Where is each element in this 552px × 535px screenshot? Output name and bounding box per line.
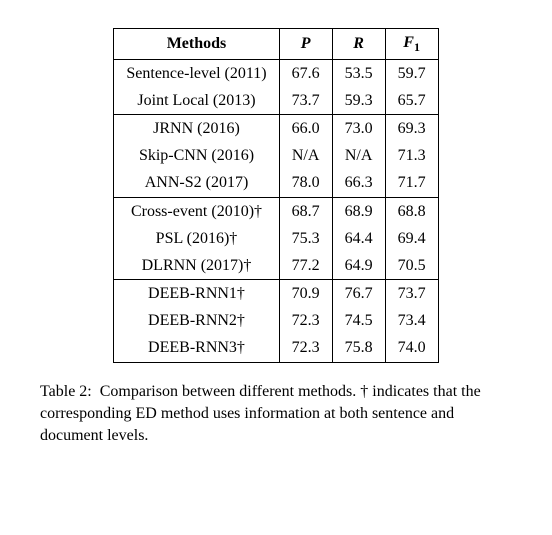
- cell-f1: 70.5: [385, 252, 438, 280]
- table-row: DEEB-RNN2†72.374.573.4: [114, 307, 438, 334]
- table-row: DEEB-RNN1†70.976.773.7: [114, 280, 438, 308]
- header-f1: F1: [385, 29, 438, 60]
- cell-r: 74.5: [332, 307, 385, 334]
- cell-method: Sentence-level (2011): [114, 59, 279, 87]
- table-row: PSL (2016)†75.364.469.4: [114, 225, 438, 252]
- cell-p: N/A: [279, 142, 332, 169]
- cell-p: 77.2: [279, 252, 332, 280]
- cell-r: 75.8: [332, 334, 385, 362]
- cell-p: 68.7: [279, 197, 332, 225]
- cell-f1: 59.7: [385, 59, 438, 87]
- cell-r: 59.3: [332, 87, 385, 115]
- header-p: P: [279, 29, 332, 60]
- cell-f1: 71.7: [385, 169, 438, 197]
- table-caption: Table 2: Comparison between different me…: [40, 381, 512, 448]
- cell-f1: 65.7: [385, 87, 438, 115]
- cell-p: 73.7: [279, 87, 332, 115]
- table-body: Sentence-level (2011)67.653.559.7Joint L…: [114, 59, 438, 362]
- header-methods: Methods: [114, 29, 279, 60]
- cell-method: ANN-S2 (2017): [114, 169, 279, 197]
- caption-label: Table 2:: [40, 383, 92, 400]
- cell-method: DEEB-RNN2†: [114, 307, 279, 334]
- table-row: DLRNN (2017)†77.264.970.5: [114, 252, 438, 280]
- cell-p: 75.3: [279, 225, 332, 252]
- table-row: JRNN (2016)66.073.069.3: [114, 114, 438, 142]
- cell-method: Cross-event (2010)†: [114, 197, 279, 225]
- cell-p: 72.3: [279, 307, 332, 334]
- table-row: Joint Local (2013)73.759.365.7: [114, 87, 438, 115]
- table-row: Sentence-level (2011)67.653.559.7: [114, 59, 438, 87]
- cell-p: 78.0: [279, 169, 332, 197]
- cell-r: 64.4: [332, 225, 385, 252]
- cell-r: N/A: [332, 142, 385, 169]
- cell-p: 66.0: [279, 114, 332, 142]
- cell-f1: 74.0: [385, 334, 438, 362]
- cell-f1: 69.4: [385, 225, 438, 252]
- cell-p: 70.9: [279, 280, 332, 308]
- cell-f1: 68.8: [385, 197, 438, 225]
- cell-method: Skip-CNN (2016): [114, 142, 279, 169]
- cell-method: DLRNN (2017)†: [114, 252, 279, 280]
- cell-r: 64.9: [332, 252, 385, 280]
- cell-method: PSL (2016)†: [114, 225, 279, 252]
- cell-r: 76.7: [332, 280, 385, 308]
- table-row: Skip-CNN (2016)N/AN/A71.3: [114, 142, 438, 169]
- cell-f1: 73.7: [385, 280, 438, 308]
- cell-f1: 73.4: [385, 307, 438, 334]
- cell-method: DEEB-RNN1†: [114, 280, 279, 308]
- cell-r: 68.9: [332, 197, 385, 225]
- header-r: R: [332, 29, 385, 60]
- table-row: DEEB-RNN3†72.375.874.0: [114, 334, 438, 362]
- cell-r: 73.0: [332, 114, 385, 142]
- cell-method: JRNN (2016): [114, 114, 279, 142]
- cell-p: 72.3: [279, 334, 332, 362]
- cell-f1: 69.3: [385, 114, 438, 142]
- cell-r: 66.3: [332, 169, 385, 197]
- cell-p: 67.6: [279, 59, 332, 87]
- comparison-table: Methods P R F1 Sentence-level (2011)67.6…: [113, 28, 438, 363]
- caption-text-1: Comparison between different methods.: [100, 383, 357, 400]
- cell-method: Joint Local (2013): [114, 87, 279, 115]
- table-row: ANN-S2 (2017)78.066.371.7: [114, 169, 438, 197]
- cell-r: 53.5: [332, 59, 385, 87]
- cell-method: DEEB-RNN3†: [114, 334, 279, 362]
- table-row: Cross-event (2010)†68.768.968.8: [114, 197, 438, 225]
- cell-f1: 71.3: [385, 142, 438, 169]
